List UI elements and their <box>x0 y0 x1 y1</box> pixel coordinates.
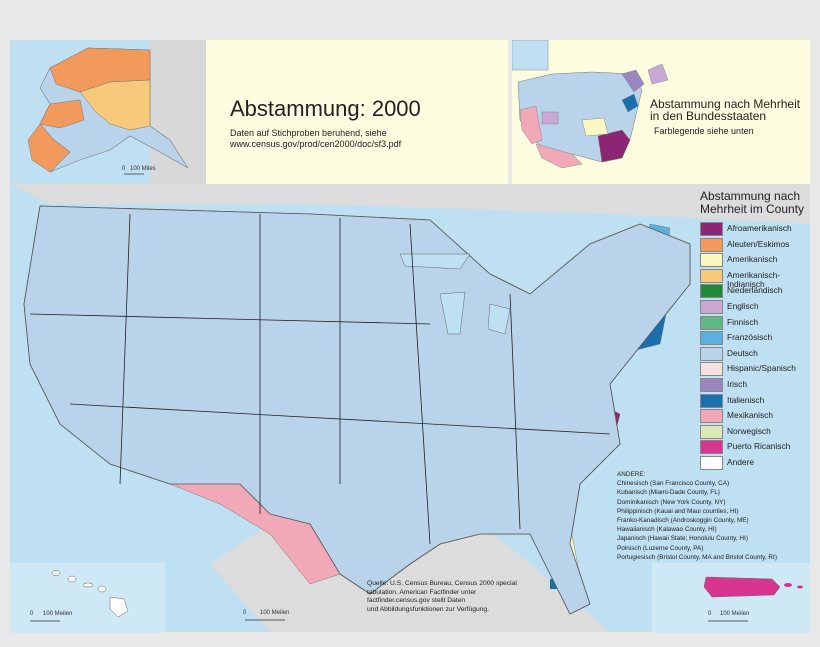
legend-swatch <box>700 315 723 330</box>
alaska-scale-bar: 0 100 Miles <box>122 166 156 175</box>
county-legend: Abstammung nach Mehrheit im County Afroa… <box>700 190 810 472</box>
legend-swatch <box>700 346 723 361</box>
legend-item: Aleuten/Eskimos <box>700 237 810 254</box>
subtitle-line-1: Daten auf Stichproben beruhend, siehe <box>230 128 387 138</box>
title-box: Abstammung: 2000 Daten auf Stichproben b… <box>206 40 508 184</box>
legend-item: Finnisch <box>700 315 810 332</box>
legend-items: Afroamerikanisch Aleuten/Eskimos Amerikani… <box>700 222 810 472</box>
legend-item: Puerto Ricanisch <box>700 440 810 456</box>
legend-label: Englisch <box>727 300 759 311</box>
legend-item: Andere <box>700 455 810 472</box>
county-ancestry-map: 0 100 Meilen <box>10 184 810 632</box>
legend-item: Deutsch <box>700 346 810 363</box>
legend-label: Französisch <box>727 332 773 343</box>
legend-label: Aleuten/Eskimos <box>727 238 790 249</box>
others-item: Chinesisch (San Francisco County, CA) <box>617 480 730 488</box>
legend-label: Amerikanisch-Indianisch <box>727 269 781 289</box>
source-note: Quelle: U.S. Census Bureau, Census 2000 … <box>367 580 537 614</box>
source-line-2: tabulation. American Factfinder unter <box>367 588 477 596</box>
legend-label: Italienisch <box>727 394 765 405</box>
legend-item: Amerikanisch-Indianisch <box>700 268 810 288</box>
svg-text:0: 0 <box>30 611 34 617</box>
legend-swatch <box>700 362 723 377</box>
legend-label: Niederländisch <box>727 285 783 296</box>
legend-swatch <box>700 284 723 299</box>
legend-swatch <box>700 440 723 455</box>
others-item: Franko-Kanadisch (Androskoggin County, M… <box>617 517 749 525</box>
legend-item: Französisch <box>700 331 810 347</box>
source-line-3: factfinder.census.gov stellt Daten <box>367 597 466 604</box>
legend-swatch <box>700 377 723 392</box>
page-title: Abstammung: 2000 <box>230 96 421 121</box>
source-line-4: und Abbildungsfunktionen zur Verfügung. <box>367 605 489 613</box>
others-item: Dominikanisch (New York County, NY) <box>617 498 726 506</box>
legend-item: Amerikanisch <box>700 253 810 269</box>
legend-item: Mexikanisch <box>700 409 810 425</box>
legend-label: Afroamerikanisch <box>727 223 792 233</box>
legend-label: Amerikanisch <box>727 254 778 265</box>
legend-label: Mexikanisch <box>727 410 774 421</box>
legend-swatch <box>700 299 723 314</box>
puerto-rico-inset-map: 0 100 Meilen <box>652 563 810 633</box>
legend-item: Niederländisch <box>700 284 810 300</box>
svg-text:100 Meilen: 100 Meilen <box>720 611 749 617</box>
legend-swatch <box>700 331 723 346</box>
svg-text:0: 0 <box>243 610 247 616</box>
legend-item: Norwegisch <box>700 424 810 441</box>
pr-scale-bar: 0 100 Meilen <box>708 611 749 622</box>
legend-swatch <box>700 253 723 268</box>
others-heading: ANDERE: <box>617 471 646 478</box>
main-scale-bar: 0 100 Meilen <box>243 610 289 621</box>
legend-label: Irisch <box>727 378 748 389</box>
legend-label: Puerto Ricanisch <box>727 441 791 452</box>
svg-text:100 Meilen: 100 Meilen <box>43 611 72 617</box>
legend-swatch <box>700 268 723 283</box>
legend-label: Hispanic/Spanisch <box>727 363 796 374</box>
legend-swatch <box>700 393 723 408</box>
svg-text:0: 0 <box>122 166 126 172</box>
hawaii-inset-map: 0 100 Meilen <box>10 563 165 633</box>
legend-label: Deutsch <box>727 347 758 358</box>
subtitle-line-2: www.census.gov/prod/cen2000/doc/sf3.pdf <box>230 139 402 149</box>
other-ancestries: ANDERE: Chinesisch (San Francisco County… <box>617 470 807 562</box>
legend-item: Irisch <box>700 377 810 394</box>
alaska-inset-map: 0 100 Miles <box>10 40 206 184</box>
hawaii-scale-bar: 0 100 Meilen <box>30 611 72 622</box>
others-item: Portugiesisch (Bristol County, MA and Br… <box>617 553 777 561</box>
others-item: Hawaiianisch (Kalawao County, HI) <box>617 526 717 534</box>
legend-swatch <box>700 424 723 439</box>
legend-label: Norwegisch <box>727 425 771 436</box>
inset-subtitle: Farblegende siehe unten <box>654 126 754 136</box>
svg-text:0: 0 <box>708 611 712 617</box>
inset-title: Abstammung nach Mehrheit in den Bundesst… <box>650 97 801 123</box>
legend-item: Afroamerikanisch <box>700 222 810 238</box>
legend-label: Andere <box>727 456 755 467</box>
legend-swatch <box>700 455 723 470</box>
others-item: Polnisch (Luzerne County, PA) <box>617 544 704 552</box>
others-item: Philippinisch (Kauai and Maui counties, … <box>617 507 739 515</box>
legend-heading: Abstammung nach Mehrheit im County <box>700 189 805 216</box>
legend-item: Italienisch <box>700 393 810 410</box>
legend-swatch <box>700 222 723 236</box>
page-subtitle: Daten auf Stichproben beruhend, siehe ww… <box>230 128 500 150</box>
legend-label: Finnisch <box>727 316 759 327</box>
others-item: Japanisch (Hawaii State; Honolulu County… <box>617 535 748 543</box>
source-line-1: Quelle: U.S. Census Bureau, Census 2000 … <box>367 580 517 587</box>
legend-swatch <box>700 409 723 424</box>
others-list: Chinesisch (San Francisco County, CA) Kub… <box>617 479 807 562</box>
state-inset-map: Abstammung nach Mehrheit in den Bundesst… <box>511 39 810 184</box>
legend-swatch <box>700 237 723 252</box>
legend-item: Hispanic/Spanisch <box>700 362 810 378</box>
svg-text:100 Meilen: 100 Meilen <box>260 610 289 616</box>
svg-text:100 Miles: 100 Miles <box>130 166 156 172</box>
others-item: Kubanisch (Miami-Dade County, FL) <box>617 489 720 497</box>
legend-item: Englisch <box>700 299 810 316</box>
